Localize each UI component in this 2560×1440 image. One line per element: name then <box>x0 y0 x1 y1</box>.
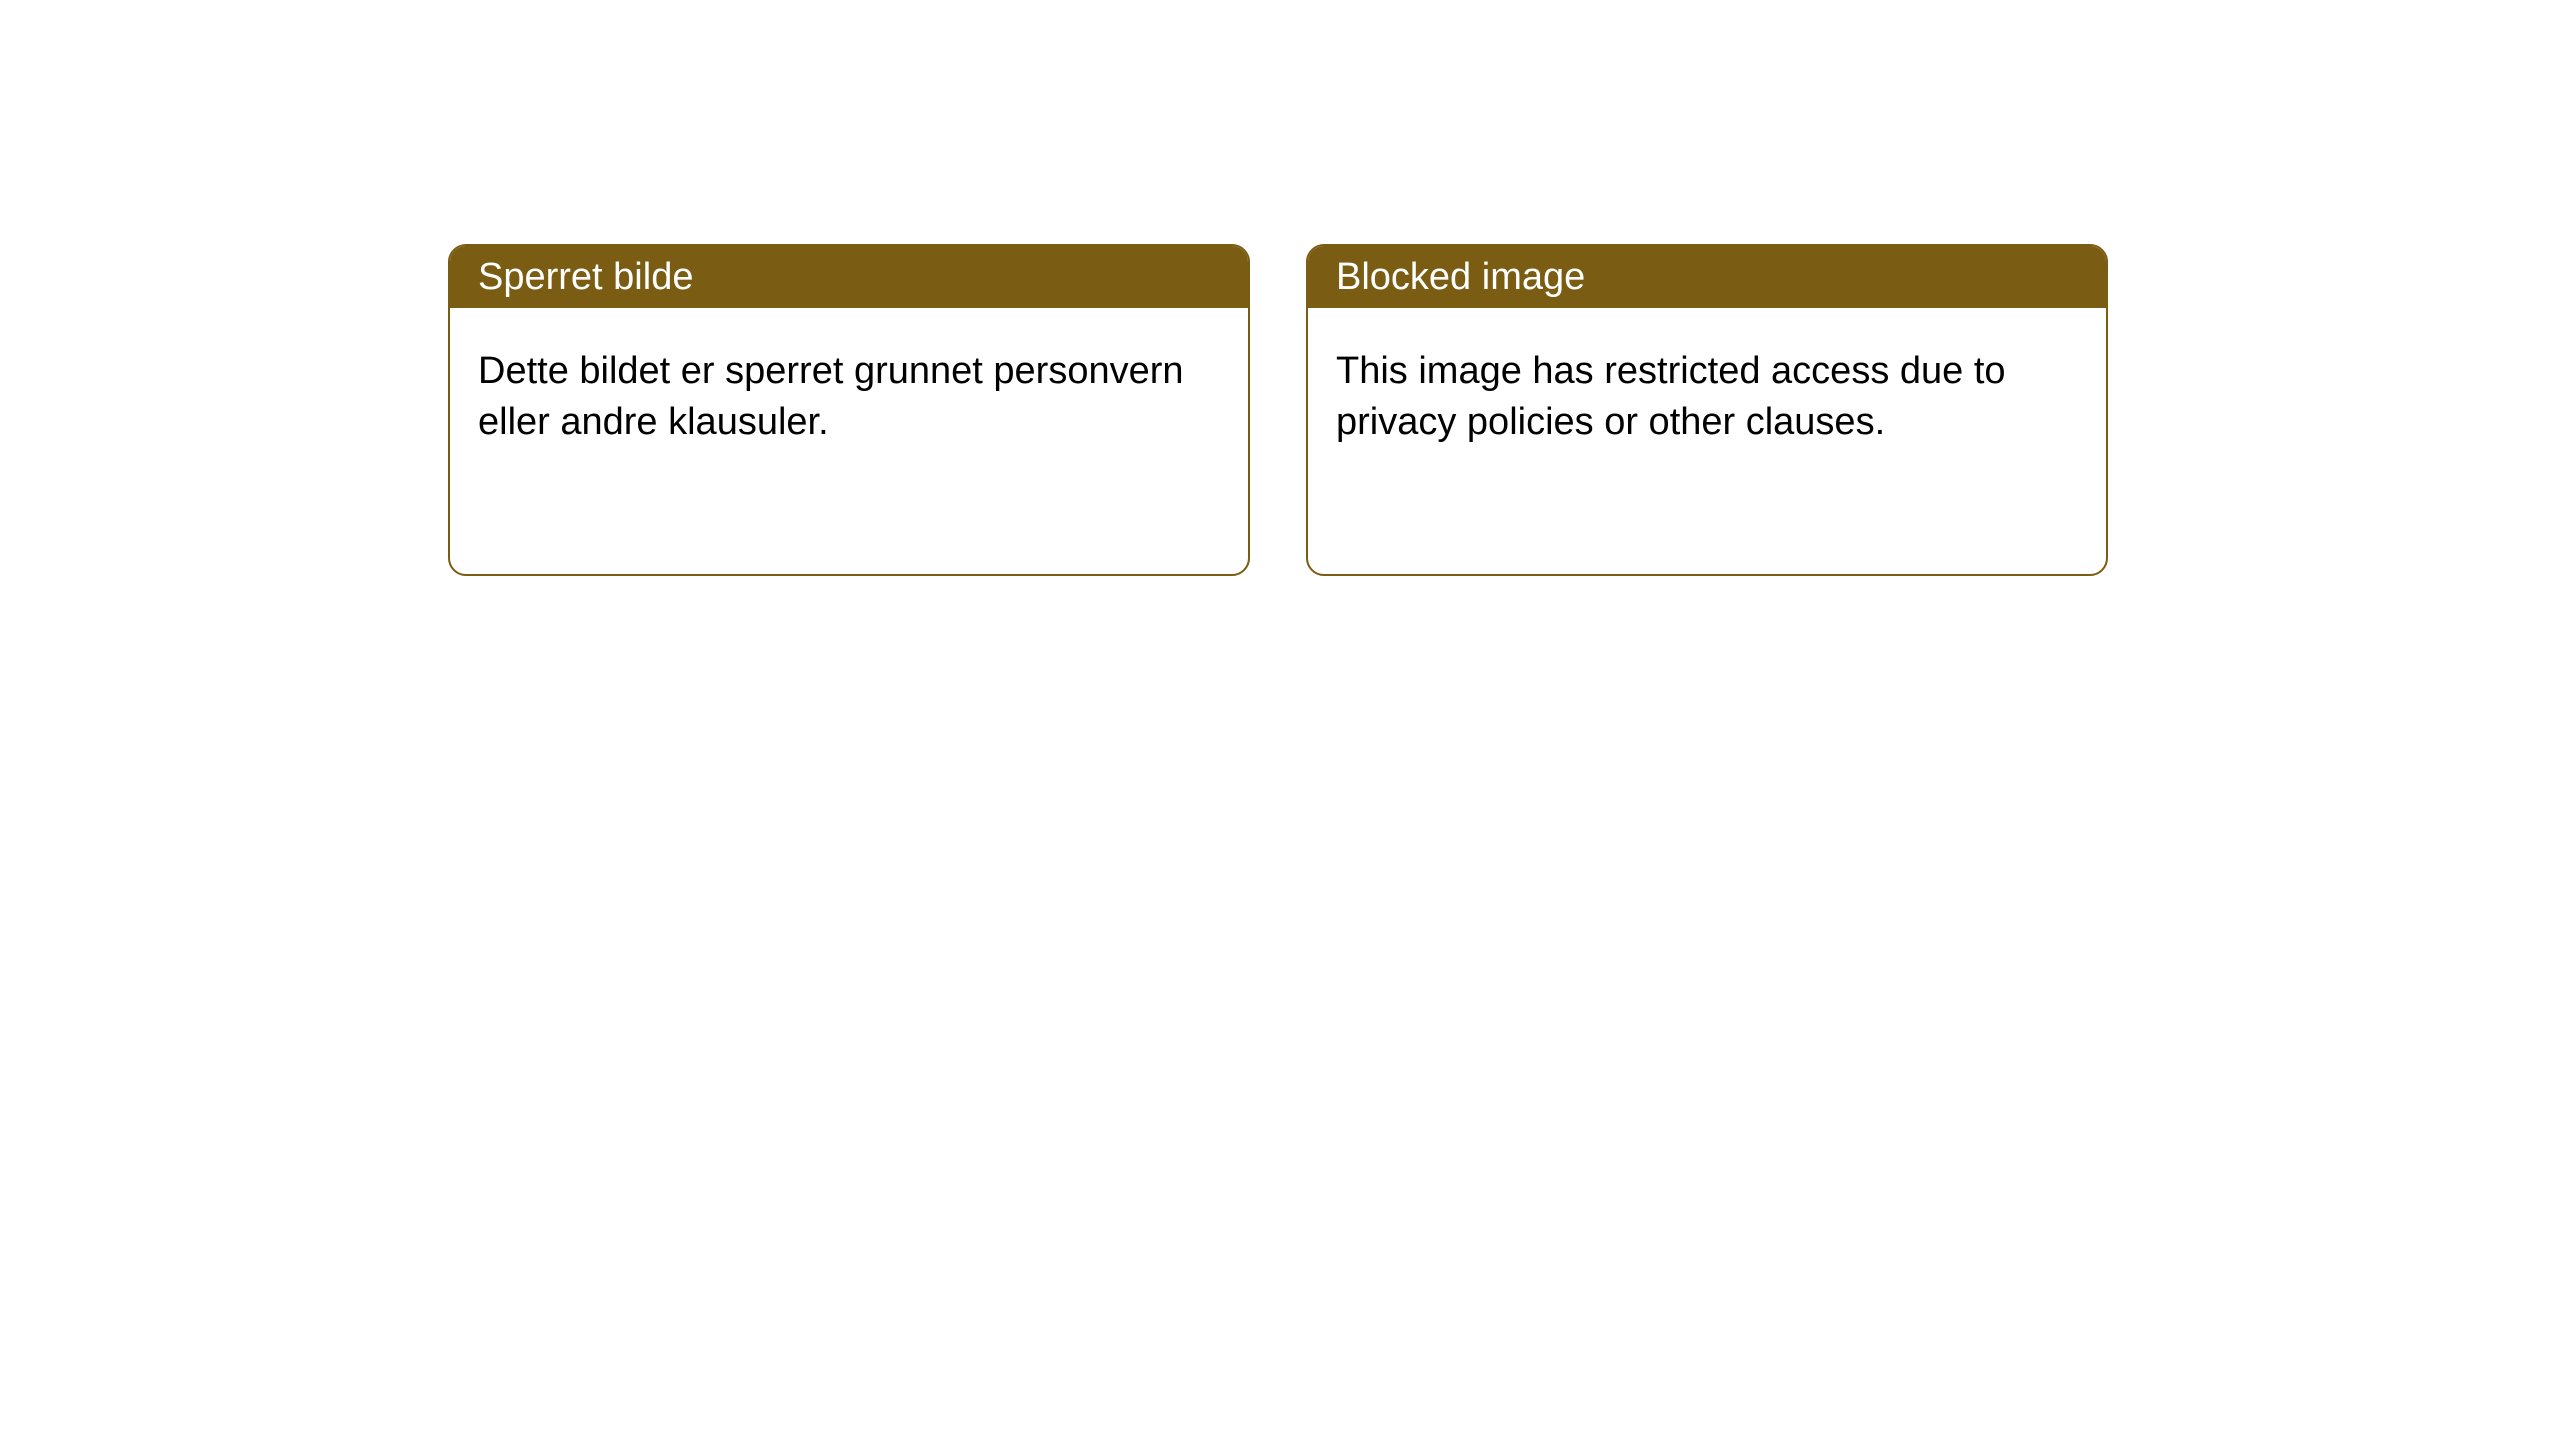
notice-card-norwegian: Sperret bilde Dette bildet er sperret gr… <box>448 244 1250 576</box>
notice-header: Blocked image <box>1308 246 2106 308</box>
notice-body-text: This image has restricted access due to … <box>1336 350 2006 443</box>
notice-body-text: Dette bildet er sperret grunnet personve… <box>478 350 1184 443</box>
notice-body: Dette bildet er sperret grunnet personve… <box>450 308 1248 487</box>
notice-card-english: Blocked image This image has restricted … <box>1306 244 2108 576</box>
notice-header: Sperret bilde <box>450 246 1248 308</box>
notice-title: Blocked image <box>1336 256 1585 299</box>
notice-container: Sperret bilde Dette bildet er sperret gr… <box>0 0 2560 576</box>
notice-title: Sperret bilde <box>478 256 693 299</box>
notice-body: This image has restricted access due to … <box>1308 308 2106 487</box>
